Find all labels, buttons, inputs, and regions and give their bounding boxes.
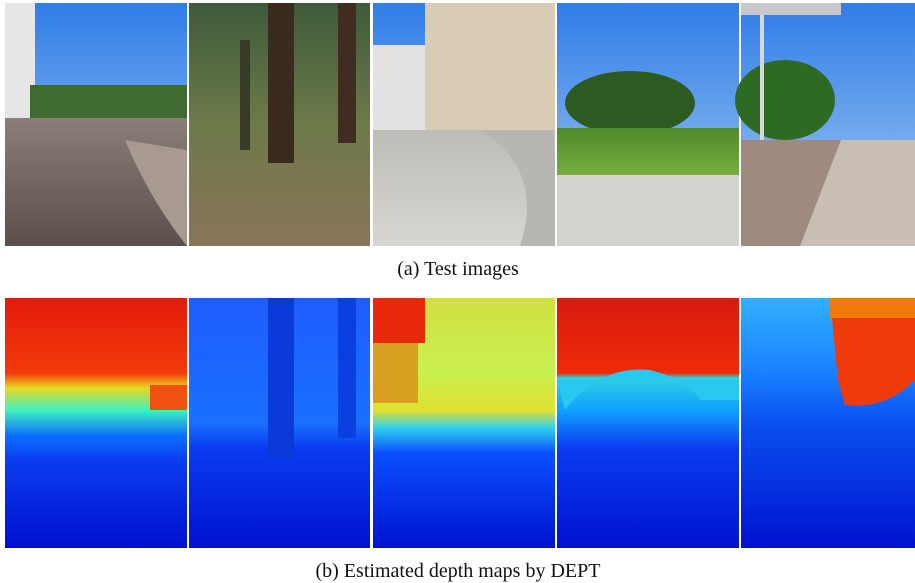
depth-map (373, 298, 555, 548)
depth-map (557, 298, 739, 548)
photo (557, 3, 739, 246)
depth-map (189, 298, 370, 548)
test-images (5, 3, 915, 246)
depth-maps (5, 298, 915, 548)
photo (373, 3, 555, 246)
caption: (a) Test images (397, 258, 519, 280)
caption: (b) Estimated depth maps by DEPT (316, 560, 601, 582)
depth-map (5, 298, 187, 548)
depth-map (741, 298, 915, 548)
photo (189, 3, 370, 246)
photo (735, 3, 915, 246)
photo (5, 3, 187, 246)
